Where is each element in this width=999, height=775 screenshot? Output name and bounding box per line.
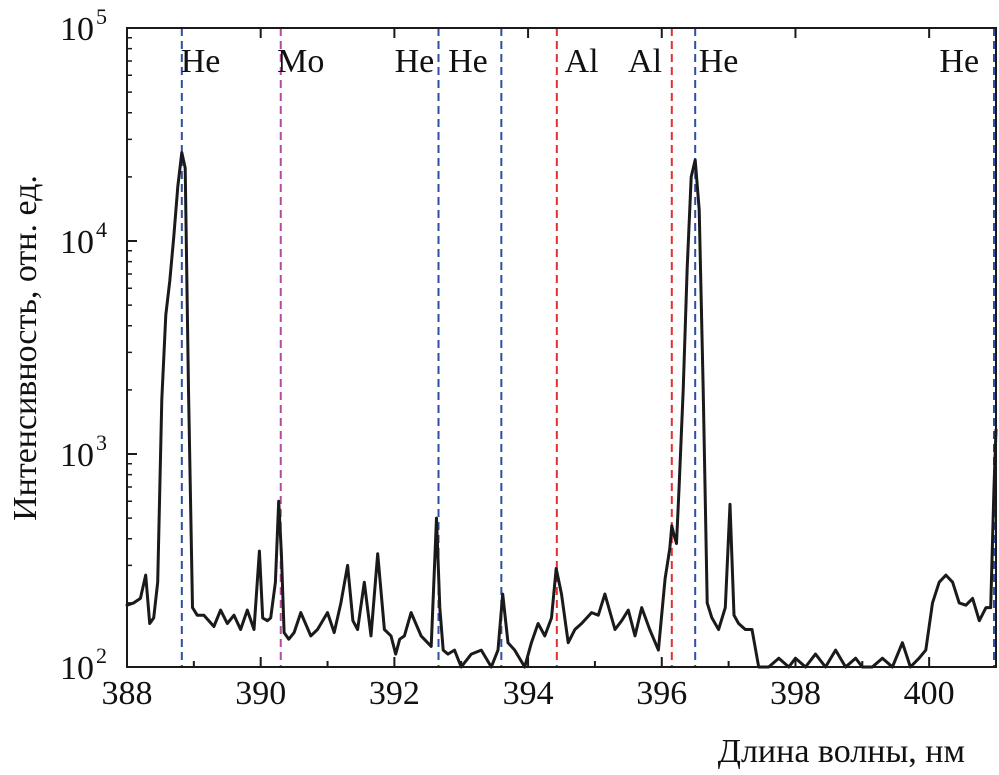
spectrum-series-line-0: [125, 151, 998, 669]
x-tick-label-4: 396: [636, 675, 687, 712]
y-tick-base-1: 10: [60, 437, 94, 474]
x-tick-label-5: 398: [770, 675, 821, 712]
x-axis: 388 390 392 394 396 398 400: [102, 28, 955, 712]
y-tick-exponent-3: 5: [96, 4, 107, 29]
x-tick-label-3: 394: [503, 675, 554, 712]
y-tick-base-0: 10: [60, 650, 94, 687]
y-tick-base-2: 10: [60, 224, 94, 261]
y-tick-label-3: 10 5: [60, 4, 107, 48]
reference-line-label-1: Mo: [277, 43, 324, 80]
x-tick-label-2: 392: [369, 675, 420, 712]
y-tick-exponent-0: 2: [96, 643, 107, 668]
y-tick-label-2: 10 4: [60, 217, 107, 261]
reference-line-label-3: He: [448, 43, 488, 80]
y-axis-title: Интенсивность, отн. ед.: [7, 175, 44, 521]
reference-line-label-2: He: [395, 43, 435, 80]
reference-line-label-0: He: [181, 43, 221, 80]
y-tick-exponent-1: 3: [96, 430, 107, 455]
x-tick-label-0: 388: [102, 675, 153, 712]
reference-line-label-7: He: [939, 43, 979, 80]
x-axis-title: Длина волны, нм: [718, 733, 965, 770]
annotation-layer: He Mo He He Al Al He He: [181, 28, 995, 667]
y-tick-label-0: 10 2: [60, 643, 107, 687]
x-tick-label-1: 390: [235, 675, 286, 712]
x-tick-label-6: 400: [904, 675, 955, 712]
series-layer: [125, 151, 998, 669]
reference-line-label-4: Al: [565, 43, 599, 80]
reference-line-label-6: He: [699, 43, 739, 80]
y-tick-label-1: 10 3: [60, 430, 107, 474]
y-tick-exponent-2: 4: [96, 217, 107, 242]
y-tick-base-3: 10: [60, 11, 94, 48]
reference-line-label-5: Al: [628, 43, 662, 80]
plot-frame: [126, 27, 997, 668]
